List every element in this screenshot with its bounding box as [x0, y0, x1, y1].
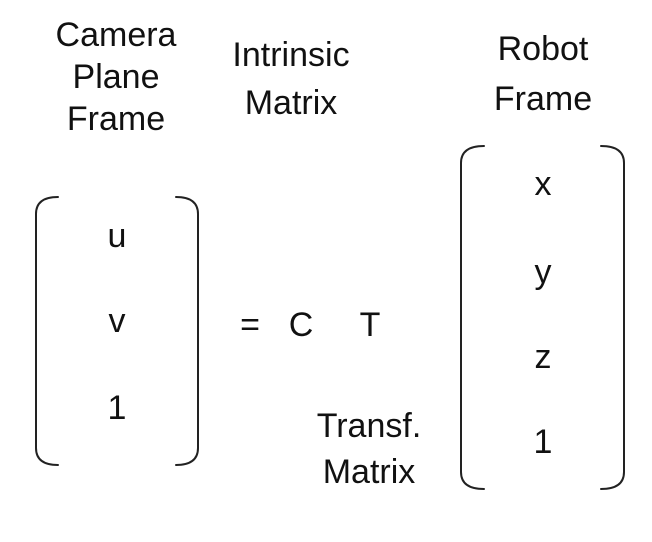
right-vector-close-bracket [600, 145, 625, 490]
camera-plane-frame-label: Camera Plane Frame [36, 14, 196, 140]
equals-sign: = [240, 306, 260, 344]
left-vector-close-bracket [175, 196, 199, 466]
camera-label-line-2: Plane [72, 58, 160, 96]
camera-label-line-3: Frame [66, 100, 166, 138]
camera-label-line-1: Camera [55, 16, 177, 54]
robot-frame-label: Robot Frame [463, 24, 623, 124]
right-vector-entry-z: z [534, 338, 552, 376]
right-vector-entry-x: x [534, 165, 552, 203]
transf-label-line-1: Transf. [316, 407, 422, 445]
transf-matrix-label: Transf. Matrix [289, 403, 449, 495]
intrinsic-label-line-1: Intrinsic [232, 36, 350, 74]
robot-label-line-1: Robot [497, 30, 589, 68]
right-vector-open-bracket [460, 145, 485, 490]
left-vector-entry-v: v [108, 302, 126, 340]
intrinsic-matrix-label: Intrinsic Matrix [211, 31, 371, 127]
left-vector-entry-1: 1 [107, 389, 127, 427]
intrinsic-symbol-c: C [288, 306, 314, 344]
left-vector-open-bracket [35, 196, 59, 466]
robot-label-line-2: Frame [493, 80, 593, 118]
transf-label-line-2: Matrix [322, 453, 416, 491]
right-vector-entry-y: y [534, 253, 552, 291]
transform-symbol-t: T [359, 306, 381, 344]
intrinsic-label-line-2: Matrix [244, 84, 338, 122]
right-vector-entry-1: 1 [533, 423, 553, 461]
left-vector-entry-u: u [107, 217, 127, 255]
